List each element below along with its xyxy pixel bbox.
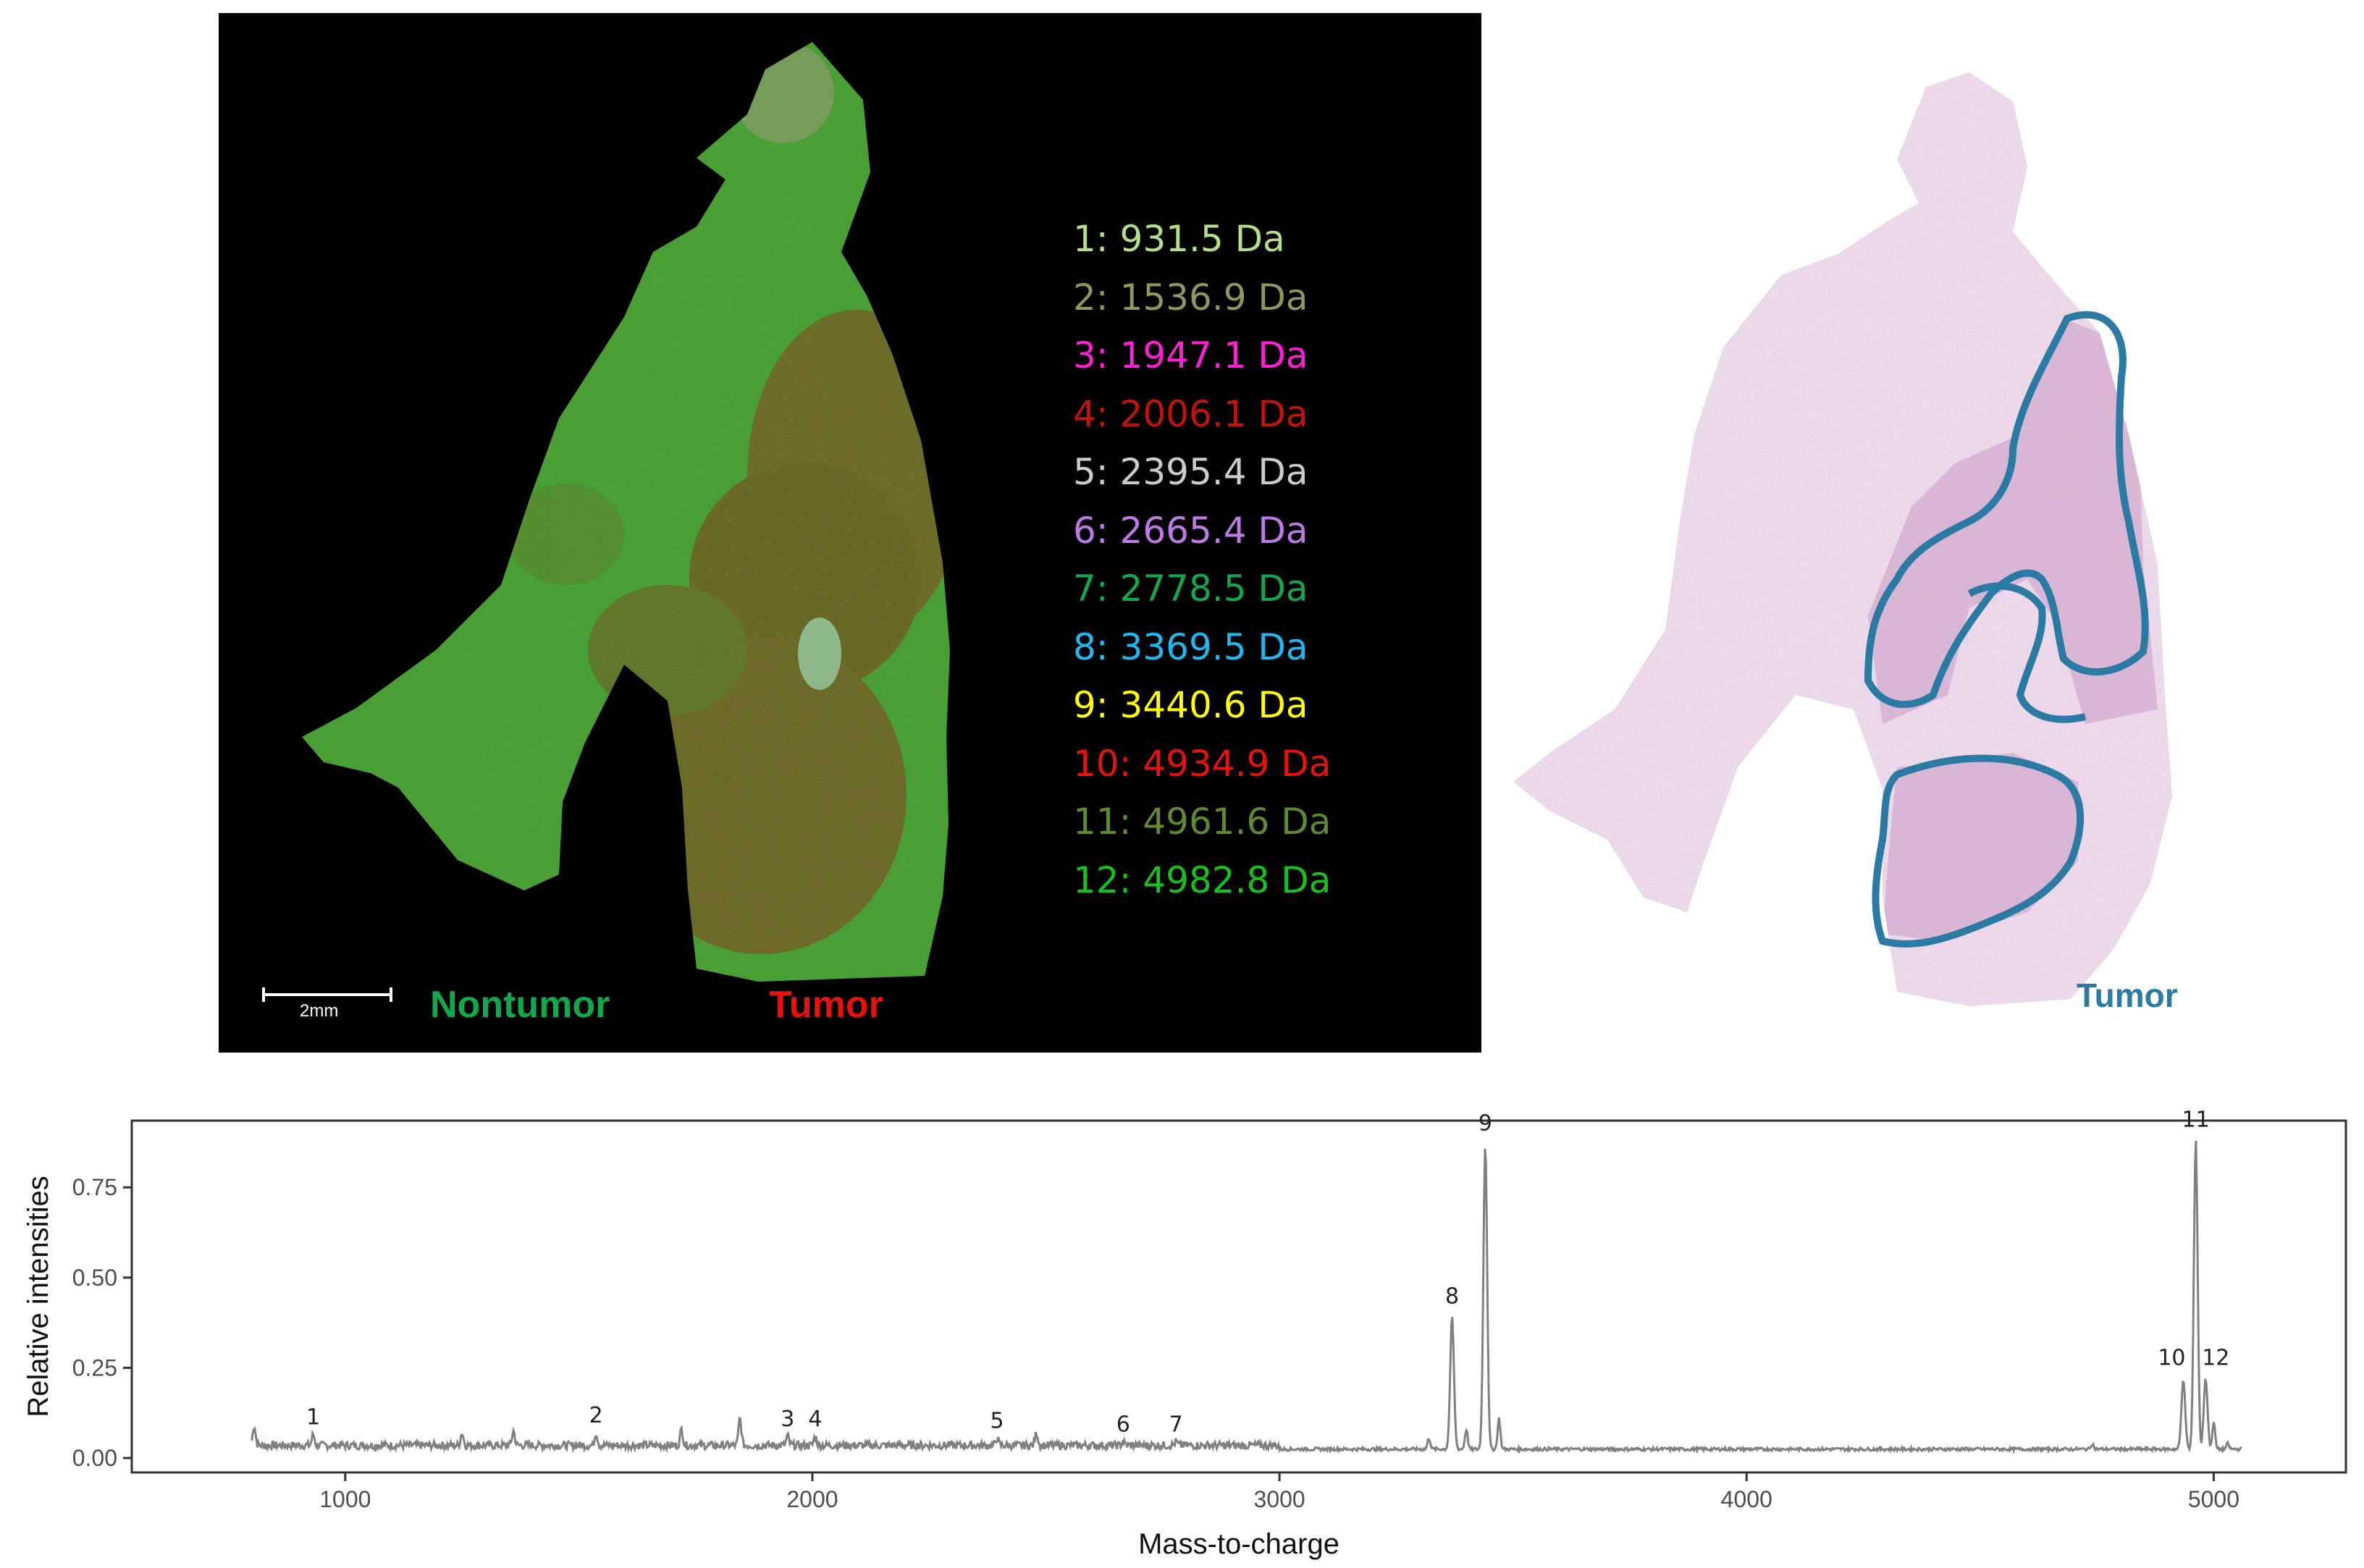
legend-item-6: 6: 2665.4 Da [1073,509,1308,552]
legend-item-1: 1: 931.5 Da [1073,218,1285,260]
he-stain-panel [1506,58,2216,1021]
peak-label-10: 10 [2158,1345,2185,1370]
peak-label-7: 7 [1169,1412,1183,1438]
legend-item-4: 4: 2006.1 Da [1073,392,1308,435]
peak-label-6: 6 [1116,1412,1130,1438]
x-tick-label: 4000 [1721,1486,1772,1512]
tumor-outline [1967,582,2087,723]
tumor-outline [1864,311,2149,708]
peak-label-5: 5 [990,1409,1004,1434]
legend-item-12: 12: 4982.8 Da [1073,859,1332,901]
legend-item-7: 7: 2778.5 Da [1073,568,1308,610]
legend-item-11: 11: 4961.6 Da [1073,801,1332,843]
peak-label-1: 1 [306,1405,320,1430]
x-axis-title: Mass-to-charge [1138,1528,1339,1560]
y-axis-title: Relative intensities [22,1176,54,1417]
legend-item-3: 3: 1947.1 Da [1073,334,1308,376]
peak-label-4: 4 [808,1407,822,1432]
peak-label-11: 11 [2182,1107,2210,1132]
he-tissue-image [1513,72,2172,1006]
x-tick-label: 2000 [786,1486,838,1512]
scale-bar-label: 2mm [300,1001,339,1021]
ims-image-panel: 1: 931.5 Da 2: 1536.9 Da 3: 1947.1 Da 4: 20… [219,13,1481,1053]
x-tick-label: 5000 [2188,1486,2239,1512]
tumor-label-he: Tumor [2077,977,2178,1014]
plot-frame [130,1119,2347,1474]
nontumor-label: Nontumor [430,984,610,1026]
peak-label-8: 8 [1445,1284,1459,1310]
x-tick-label: 3000 [1254,1486,1305,1512]
peak-label-12: 12 [2202,1345,2229,1370]
legend-item-5: 5: 2395.4 Da [1073,451,1308,493]
y-tick-label: 0.75 [72,1174,117,1200]
y-tick-label: 0.50 [72,1265,117,1291]
legend-item-9: 9: 3440.6 Da [1073,684,1308,726]
tumor-label: Tumor [769,984,883,1026]
tumor-outline [1872,754,2085,948]
mass-spectrum-chart: 1 2 3 4 5 6 7 8 9 10 11 12 1000 2000 3000 4000 5000 0.0… [0,1086,2364,1568]
legend-item-2: 2: 1536.9 Da [1073,276,1308,319]
x-tick-label: 1000 [319,1486,371,1512]
ims-tissue-image [262,42,950,1002]
peak-label-9: 9 [1478,1110,1492,1136]
legend-item-10: 10: 4934.9 Da [1073,742,1332,785]
spectrum-line [251,1140,2242,1454]
y-tick-label: 0.00 [72,1445,117,1471]
y-tick-label: 0.25 [72,1354,117,1381]
peak-label-3: 3 [781,1407,794,1432]
legend-item-8: 8: 3369.5 Da [1073,625,1308,668]
peak-label-2: 2 [589,1403,603,1428]
